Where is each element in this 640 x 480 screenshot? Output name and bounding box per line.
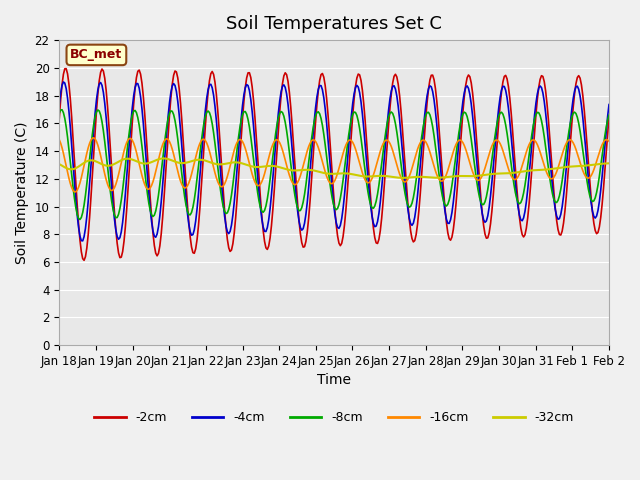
-32cm [404, 175, 412, 180]
-2cm [458, 126, 465, 132]
-8cm [404, 202, 412, 208]
Line: -2cm: -2cm [60, 69, 609, 260]
-2cm [404, 201, 412, 206]
-16cm [56, 137, 63, 143]
-32cm [236, 160, 244, 166]
-32cm [275, 164, 282, 170]
X-axis label: Time: Time [317, 373, 351, 387]
-16cm [237, 137, 245, 143]
-8cm [458, 115, 465, 121]
-4cm [237, 116, 245, 122]
-32cm [605, 160, 613, 166]
Line: -32cm: -32cm [60, 158, 609, 178]
-4cm [124, 155, 132, 160]
-2cm [237, 135, 245, 141]
-4cm [79, 238, 86, 244]
-16cm [404, 177, 412, 182]
-8cm [58, 107, 66, 113]
Title: Soil Temperatures Set C: Soil Temperatures Set C [226, 15, 442, 33]
-4cm [605, 102, 613, 108]
-2cm [62, 66, 70, 72]
-2cm [124, 184, 132, 190]
Legend: -2cm, -4cm, -8cm, -16cm, -32cm: -2cm, -4cm, -8cm, -16cm, -32cm [90, 407, 579, 430]
-32cm [399, 175, 406, 181]
-32cm [458, 173, 465, 179]
-8cm [56, 110, 63, 116]
-4cm [276, 98, 284, 104]
-4cm [404, 206, 412, 212]
-4cm [455, 139, 463, 145]
Y-axis label: Soil Temperature (C): Soil Temperature (C) [15, 121, 29, 264]
-32cm [56, 161, 63, 167]
-8cm [605, 112, 613, 118]
-2cm [605, 114, 613, 120]
-4cm [56, 102, 63, 108]
Line: -16cm: -16cm [60, 138, 609, 192]
-2cm [80, 257, 88, 263]
Line: -8cm: -8cm [60, 110, 609, 219]
-32cm [160, 156, 168, 161]
-8cm [76, 216, 84, 222]
-8cm [237, 118, 245, 123]
-2cm [56, 116, 63, 121]
-4cm [60, 79, 67, 85]
-16cm [458, 138, 465, 144]
-16cm [605, 138, 613, 144]
-4cm [458, 109, 465, 115]
-16cm [455, 137, 463, 143]
-8cm [124, 138, 132, 144]
-8cm [276, 110, 284, 116]
-16cm [90, 135, 97, 141]
-16cm [276, 140, 284, 145]
-32cm [122, 156, 129, 162]
-8cm [455, 130, 463, 136]
-16cm [124, 137, 132, 143]
Text: BC_met: BC_met [70, 48, 122, 61]
-2cm [276, 108, 284, 114]
-32cm [455, 173, 463, 179]
Line: -4cm: -4cm [60, 82, 609, 241]
-16cm [70, 189, 78, 195]
-2cm [455, 164, 463, 169]
